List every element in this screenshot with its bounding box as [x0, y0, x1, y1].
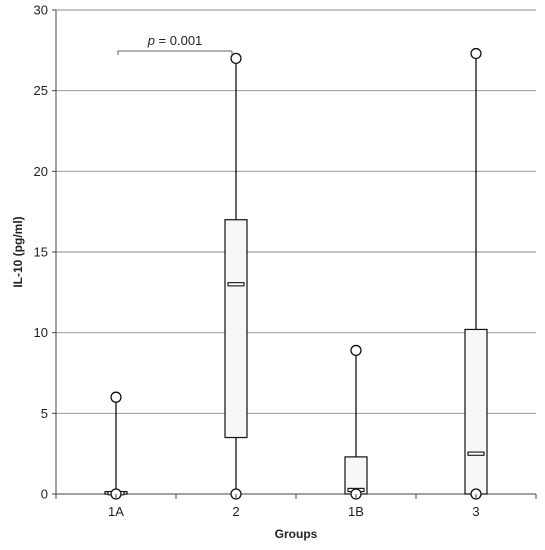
x-tick-label: 3: [472, 504, 479, 519]
outlier-point: [110, 391, 122, 403]
y-tick-label: 10: [34, 325, 48, 340]
y-tick-label: 0: [41, 487, 48, 502]
box-iqr: [464, 328, 488, 495]
boxes: [104, 47, 488, 500]
x-tick-label: 2: [232, 504, 239, 519]
x-axis-title: Groups: [275, 527, 318, 541]
x-axis-ticks: 1A 2 1B 3: [55, 494, 537, 519]
x-tick-label: 1B: [348, 504, 364, 519]
gridlines: [56, 9, 536, 495]
box-1B: [344, 344, 368, 500]
outlier-point: [470, 47, 482, 60]
p-value-label: p = 0.001: [147, 33, 203, 48]
y-axis-ticks: 0 5 10 15 20 25 30: [34, 3, 56, 502]
outlier-point: [350, 344, 362, 357]
y-tick-label: 30: [34, 3, 48, 18]
box-1A: [104, 391, 128, 500]
y-tick-label: 5: [41, 406, 48, 421]
y-axis-title: IL-10 (pg/ml): [11, 216, 25, 287]
outlier-point: [230, 52, 242, 65]
significance-annotation: p = 0.001: [117, 33, 233, 56]
y-tick-label: 15: [34, 245, 48, 260]
median-marker: [467, 451, 485, 456]
x-tick-label: 1A: [108, 504, 124, 519]
median-marker: [227, 282, 245, 287]
p-symbol: p: [147, 33, 155, 48]
p-value: = 0.001: [155, 33, 202, 48]
y-tick-label: 25: [34, 83, 48, 98]
box-iqr: [224, 219, 248, 439]
box-2: [224, 52, 248, 500]
y-tick-label: 20: [34, 164, 48, 179]
box-3: [464, 47, 488, 500]
